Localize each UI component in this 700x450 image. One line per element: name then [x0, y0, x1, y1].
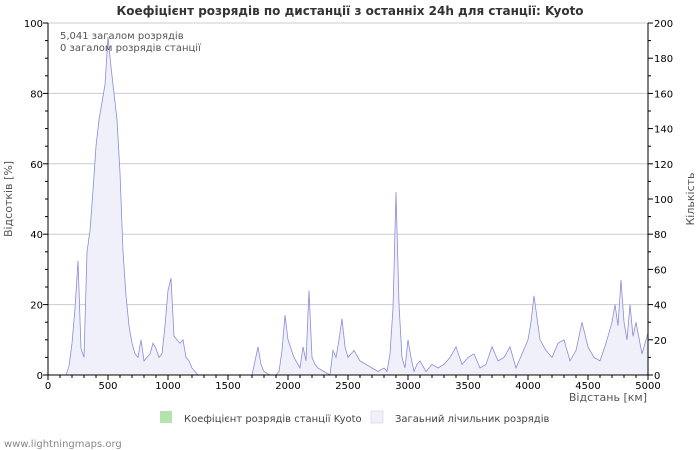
- y-right-tick-label: 160: [654, 89, 673, 100]
- y-left-tick-label: 0: [37, 371, 43, 382]
- annotation-station-strokes: 0 загалом розрядів станції: [60, 42, 201, 54]
- y-left-tick-label: 80: [30, 89, 43, 100]
- x-tick-label: 1500: [215, 381, 240, 392]
- y-right-tick-label: 60: [654, 265, 667, 276]
- y-axis-label-left: Відсотків [%]: [2, 161, 15, 237]
- x-tick-label: 500: [98, 381, 117, 392]
- x-tick-label: 4000: [515, 381, 540, 392]
- footer-credit: www.lightningmaps.org: [4, 439, 122, 450]
- legend-swatch-station: [160, 411, 172, 423]
- y-left-tick-label: 40: [30, 230, 43, 241]
- series-area-total: [48, 37, 648, 375]
- y-right-tick-label: 180: [654, 54, 673, 65]
- x-tick-label: 4500: [575, 381, 600, 392]
- y-right-tick-label: 0: [654, 371, 660, 382]
- x-axis-label: Відстань [км]: [569, 391, 647, 404]
- y-right-tick-label: 140: [654, 125, 673, 136]
- y-axis-label-right: Кількість: [684, 172, 697, 225]
- y-right-tick-label: 120: [654, 160, 673, 171]
- grid: [48, 22, 648, 306]
- y-right-tick-label: 20: [654, 336, 667, 347]
- ticks: 0 500 1000 1500 2000 2500 3000 3500 4000 4500 5000…: [24, 19, 673, 392]
- annotation-total-strokes: 5,041 загалом розрядів: [60, 30, 184, 42]
- x-tick-label: 1000: [155, 381, 180, 392]
- legend-label-station: Коефіцієнт розрядів станції Kyoto: [184, 413, 362, 425]
- y-left-tick-label: 20: [30, 301, 43, 312]
- x-tick-label: 3500: [455, 381, 480, 392]
- y-right-tick-label: 80: [654, 230, 667, 241]
- legend-swatch-total: [370, 410, 384, 424]
- y-right-tick-label: 40: [654, 301, 667, 312]
- y-right-tick-label: 100: [654, 195, 673, 206]
- legend-label-total: Загаьний лічильник розрядів: [395, 413, 549, 425]
- y-left-tick-label: 100: [24, 19, 43, 30]
- series-line-total: [48, 37, 649, 376]
- chart-title: Коефіцієнт розрядів по дистанції з остан…: [116, 4, 583, 18]
- x-tick-label: 5000: [635, 381, 660, 392]
- x-tick-label: 2500: [335, 381, 360, 392]
- y-left-tick-label: 60: [30, 160, 43, 171]
- x-tick-label: 0: [45, 381, 51, 392]
- y-right-tick-label: 200: [654, 19, 673, 30]
- x-tick-label: 2000: [275, 381, 300, 392]
- axes: [47, 23, 649, 376]
- x-tick-label: 3000: [395, 381, 420, 392]
